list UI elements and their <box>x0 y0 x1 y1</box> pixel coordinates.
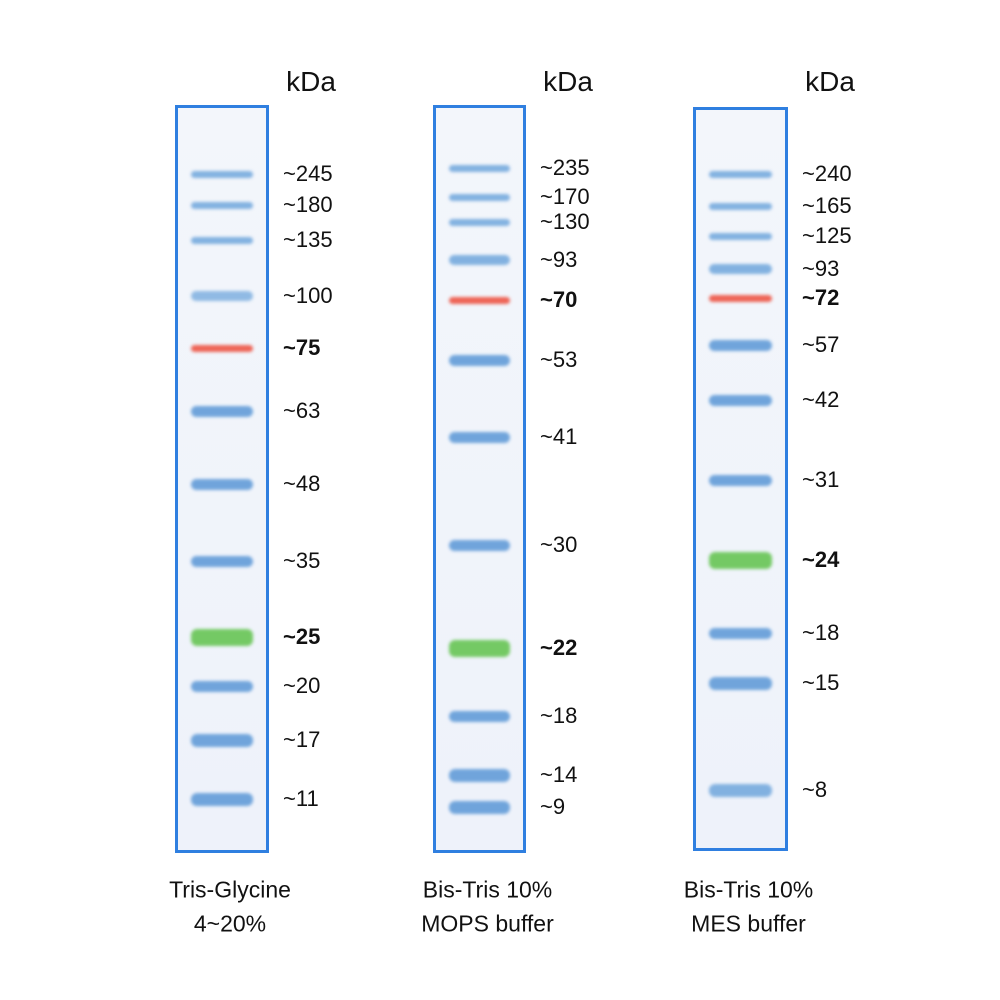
band-label: ~42 <box>802 387 840 412</box>
band-label: ~75 <box>283 335 321 360</box>
band <box>709 232 772 240</box>
band-label: ~135 <box>283 227 333 252</box>
band-label: ~14 <box>540 762 578 787</box>
band-label: ~15 <box>802 670 840 695</box>
band <box>191 236 253 244</box>
unit-label: kDa <box>543 66 593 97</box>
band <box>191 405 253 417</box>
band-label: ~170 <box>540 184 590 209</box>
band-label: ~48 <box>283 471 321 496</box>
band <box>709 627 772 639</box>
band <box>449 639 510 657</box>
band-label: ~93 <box>802 256 840 281</box>
band-label: ~18 <box>540 703 578 728</box>
band-label: ~180 <box>283 192 333 217</box>
band-label: ~235 <box>540 155 590 180</box>
band <box>191 291 253 301</box>
band <box>709 474 772 486</box>
band-label: ~130 <box>540 209 590 234</box>
lane-caption: 4~20% <box>193 910 267 937</box>
band <box>709 264 772 274</box>
band-label: ~22 <box>540 635 578 660</box>
lane-caption: Bis-Tris 10% <box>683 876 814 903</box>
band <box>449 354 510 366</box>
band <box>191 170 253 178</box>
band-label: ~100 <box>283 283 333 308</box>
band <box>709 676 772 690</box>
band-label: ~53 <box>540 347 578 372</box>
band-label: ~8 <box>802 777 828 802</box>
band <box>191 555 253 567</box>
band <box>449 800 510 814</box>
band <box>449 218 510 226</box>
band-label: ~17 <box>283 727 321 752</box>
band-label: ~35 <box>283 548 321 573</box>
band-label: ~9 <box>540 794 566 819</box>
lane-caption: MOPS buffer <box>421 910 554 937</box>
unit-label: kDa <box>286 66 336 97</box>
band <box>191 733 253 747</box>
band <box>449 539 510 551</box>
band <box>449 193 510 201</box>
lane-caption: Tris-Glycine <box>169 876 291 903</box>
band-label: ~93 <box>540 247 578 272</box>
band-label: ~240 <box>802 161 852 186</box>
band <box>191 344 253 352</box>
band <box>709 170 772 178</box>
band <box>191 792 253 806</box>
lane-caption: MES buffer <box>691 910 806 937</box>
band-label: ~125 <box>802 223 852 248</box>
band <box>709 294 772 302</box>
band-label: ~245 <box>283 161 333 186</box>
band-label: ~57 <box>802 332 840 357</box>
band-label: ~11 <box>283 786 319 811</box>
lane-caption: Bis-Tris 10% <box>422 876 553 903</box>
band <box>709 783 772 797</box>
band <box>449 431 510 443</box>
band-label: ~30 <box>540 532 578 557</box>
band-label: ~24 <box>802 547 840 572</box>
band <box>449 296 510 304</box>
gel-lane <box>433 105 526 853</box>
band-label: ~70 <box>540 287 578 312</box>
band-label: ~18 <box>802 620 840 645</box>
band <box>191 478 253 490</box>
band <box>449 768 510 782</box>
band-label: ~41 <box>540 424 578 449</box>
band <box>449 255 510 265</box>
band <box>709 202 772 210</box>
band <box>449 164 510 172</box>
band <box>709 339 772 351</box>
unit-label: kDa <box>805 66 855 97</box>
band-label: ~20 <box>283 673 321 698</box>
band-label: ~25 <box>283 624 321 649</box>
band <box>709 551 772 569</box>
band <box>449 710 510 722</box>
band <box>191 628 253 646</box>
band-label: ~31 <box>802 467 840 492</box>
band-label: ~63 <box>283 398 321 423</box>
band <box>191 680 253 692</box>
band-label: ~165 <box>802 193 852 218</box>
band <box>709 394 772 406</box>
band <box>191 201 253 209</box>
band-label: ~72 <box>802 285 840 310</box>
